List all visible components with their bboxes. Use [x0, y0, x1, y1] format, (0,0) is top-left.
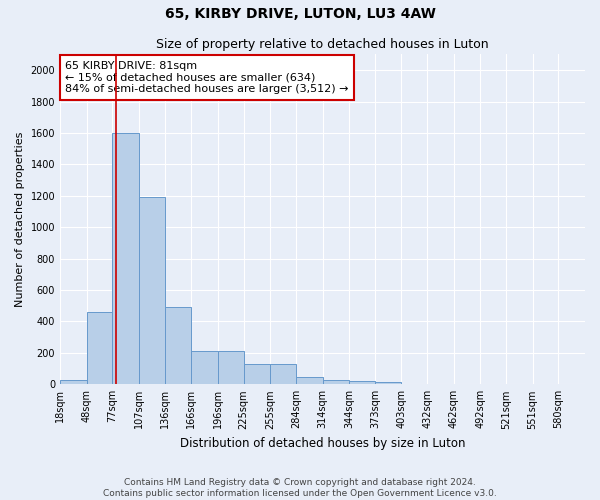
Bar	[296, 377, 323, 384]
Bar	[244, 364, 270, 384]
Bar	[139, 198, 164, 384]
Bar	[60, 380, 86, 384]
Title: Size of property relative to detached houses in Luton: Size of property relative to detached ho…	[156, 38, 489, 51]
Text: 65 KIRBY DRIVE: 81sqm
← 15% of detached houses are smaller (634)
84% of semi-det: 65 KIRBY DRIVE: 81sqm ← 15% of detached …	[65, 61, 349, 94]
Bar	[191, 352, 218, 384]
Bar	[164, 308, 191, 384]
Text: Contains HM Land Registry data © Crown copyright and database right 2024.
Contai: Contains HM Land Registry data © Crown c…	[103, 478, 497, 498]
Bar	[323, 380, 349, 384]
Bar	[112, 133, 139, 384]
Text: 65, KIRBY DRIVE, LUTON, LU3 4AW: 65, KIRBY DRIVE, LUTON, LU3 4AW	[164, 8, 436, 22]
Bar	[218, 352, 244, 384]
X-axis label: Distribution of detached houses by size in Luton: Distribution of detached houses by size …	[180, 437, 465, 450]
Y-axis label: Number of detached properties: Number of detached properties	[15, 132, 25, 307]
Bar	[349, 381, 375, 384]
Bar	[270, 364, 296, 384]
Bar	[86, 312, 112, 384]
Bar	[375, 382, 401, 384]
